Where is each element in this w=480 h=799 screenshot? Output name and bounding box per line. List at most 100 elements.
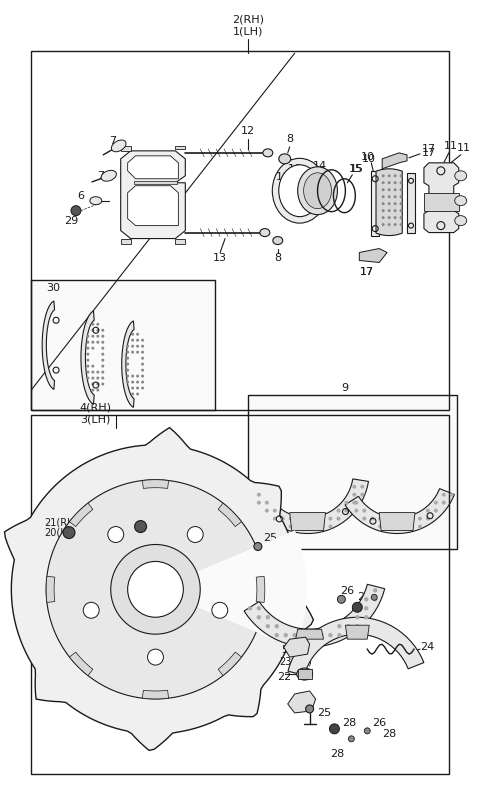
Circle shape xyxy=(187,527,203,543)
Ellipse shape xyxy=(279,165,321,217)
Polygon shape xyxy=(122,321,134,407)
Circle shape xyxy=(257,615,261,619)
Circle shape xyxy=(141,380,144,384)
Text: 17: 17 xyxy=(422,148,436,158)
Circle shape xyxy=(131,339,134,342)
Circle shape xyxy=(126,368,129,372)
Circle shape xyxy=(336,517,340,521)
Circle shape xyxy=(382,195,384,198)
Circle shape xyxy=(352,485,356,489)
Circle shape xyxy=(378,517,382,521)
Circle shape xyxy=(96,371,99,374)
Polygon shape xyxy=(156,531,307,649)
Circle shape xyxy=(388,189,391,191)
Circle shape xyxy=(91,376,95,380)
Text: 12: 12 xyxy=(241,126,255,136)
Circle shape xyxy=(382,217,384,219)
Circle shape xyxy=(312,525,316,529)
Circle shape xyxy=(360,485,364,489)
Circle shape xyxy=(382,189,384,191)
Circle shape xyxy=(388,223,391,226)
Circle shape xyxy=(344,501,348,505)
Circle shape xyxy=(131,332,134,336)
Circle shape xyxy=(86,359,89,362)
Circle shape xyxy=(388,195,391,198)
Circle shape xyxy=(418,517,422,521)
Circle shape xyxy=(388,209,391,213)
Text: 2(RH): 2(RH) xyxy=(232,14,264,24)
Text: 23(LH): 23(LH) xyxy=(279,656,312,666)
Text: 26: 26 xyxy=(340,586,354,596)
Circle shape xyxy=(141,356,144,360)
Ellipse shape xyxy=(455,196,467,205)
Circle shape xyxy=(265,615,270,619)
Circle shape xyxy=(86,335,89,338)
Circle shape xyxy=(281,517,285,521)
Circle shape xyxy=(96,340,99,344)
Text: 19(RH): 19(RH) xyxy=(151,517,185,527)
Circle shape xyxy=(101,340,104,344)
Polygon shape xyxy=(128,156,179,179)
Circle shape xyxy=(434,509,438,513)
Text: 7: 7 xyxy=(109,136,116,146)
Circle shape xyxy=(131,344,134,348)
Polygon shape xyxy=(143,690,168,699)
Circle shape xyxy=(136,387,139,390)
Circle shape xyxy=(91,335,95,338)
Circle shape xyxy=(96,388,99,392)
Ellipse shape xyxy=(455,216,467,225)
Circle shape xyxy=(265,501,269,505)
Text: 8: 8 xyxy=(274,253,281,264)
Text: 11: 11 xyxy=(444,141,458,151)
Circle shape xyxy=(136,339,139,342)
Circle shape xyxy=(394,202,396,205)
Polygon shape xyxy=(46,479,265,699)
Circle shape xyxy=(126,356,129,360)
Circle shape xyxy=(254,543,262,551)
Circle shape xyxy=(126,344,129,348)
Ellipse shape xyxy=(297,668,312,680)
Circle shape xyxy=(354,509,358,513)
Polygon shape xyxy=(371,171,379,236)
Circle shape xyxy=(141,363,144,366)
Text: 11: 11 xyxy=(456,143,471,153)
Polygon shape xyxy=(4,427,313,750)
Text: 17: 17 xyxy=(360,268,374,277)
Text: 28: 28 xyxy=(382,729,396,739)
Circle shape xyxy=(364,606,369,610)
Text: 9: 9 xyxy=(341,383,348,393)
Text: 21(RH): 21(RH) xyxy=(44,518,78,527)
Circle shape xyxy=(147,649,164,665)
Circle shape xyxy=(141,368,144,372)
Circle shape xyxy=(399,202,403,205)
Circle shape xyxy=(418,525,422,529)
Text: 8: 8 xyxy=(286,134,293,144)
Text: 22: 22 xyxy=(277,672,292,682)
Circle shape xyxy=(131,375,134,378)
Circle shape xyxy=(328,517,333,521)
Circle shape xyxy=(101,383,104,386)
Text: 16: 16 xyxy=(276,172,290,182)
Circle shape xyxy=(141,375,144,378)
Bar xyxy=(298,669,312,679)
Circle shape xyxy=(370,517,374,521)
Ellipse shape xyxy=(90,197,102,205)
Circle shape xyxy=(382,181,384,185)
Circle shape xyxy=(101,359,104,362)
Circle shape xyxy=(101,364,104,368)
Ellipse shape xyxy=(298,167,337,215)
Circle shape xyxy=(101,328,104,332)
Ellipse shape xyxy=(272,158,327,223)
Polygon shape xyxy=(120,239,131,244)
Circle shape xyxy=(360,493,364,497)
Circle shape xyxy=(354,501,358,505)
Circle shape xyxy=(136,380,139,384)
Text: 30: 30 xyxy=(46,284,60,293)
Circle shape xyxy=(337,595,346,603)
Circle shape xyxy=(265,624,270,628)
Circle shape xyxy=(328,525,333,529)
Circle shape xyxy=(91,340,95,344)
Circle shape xyxy=(86,371,89,374)
Polygon shape xyxy=(379,513,415,531)
Circle shape xyxy=(284,633,288,638)
